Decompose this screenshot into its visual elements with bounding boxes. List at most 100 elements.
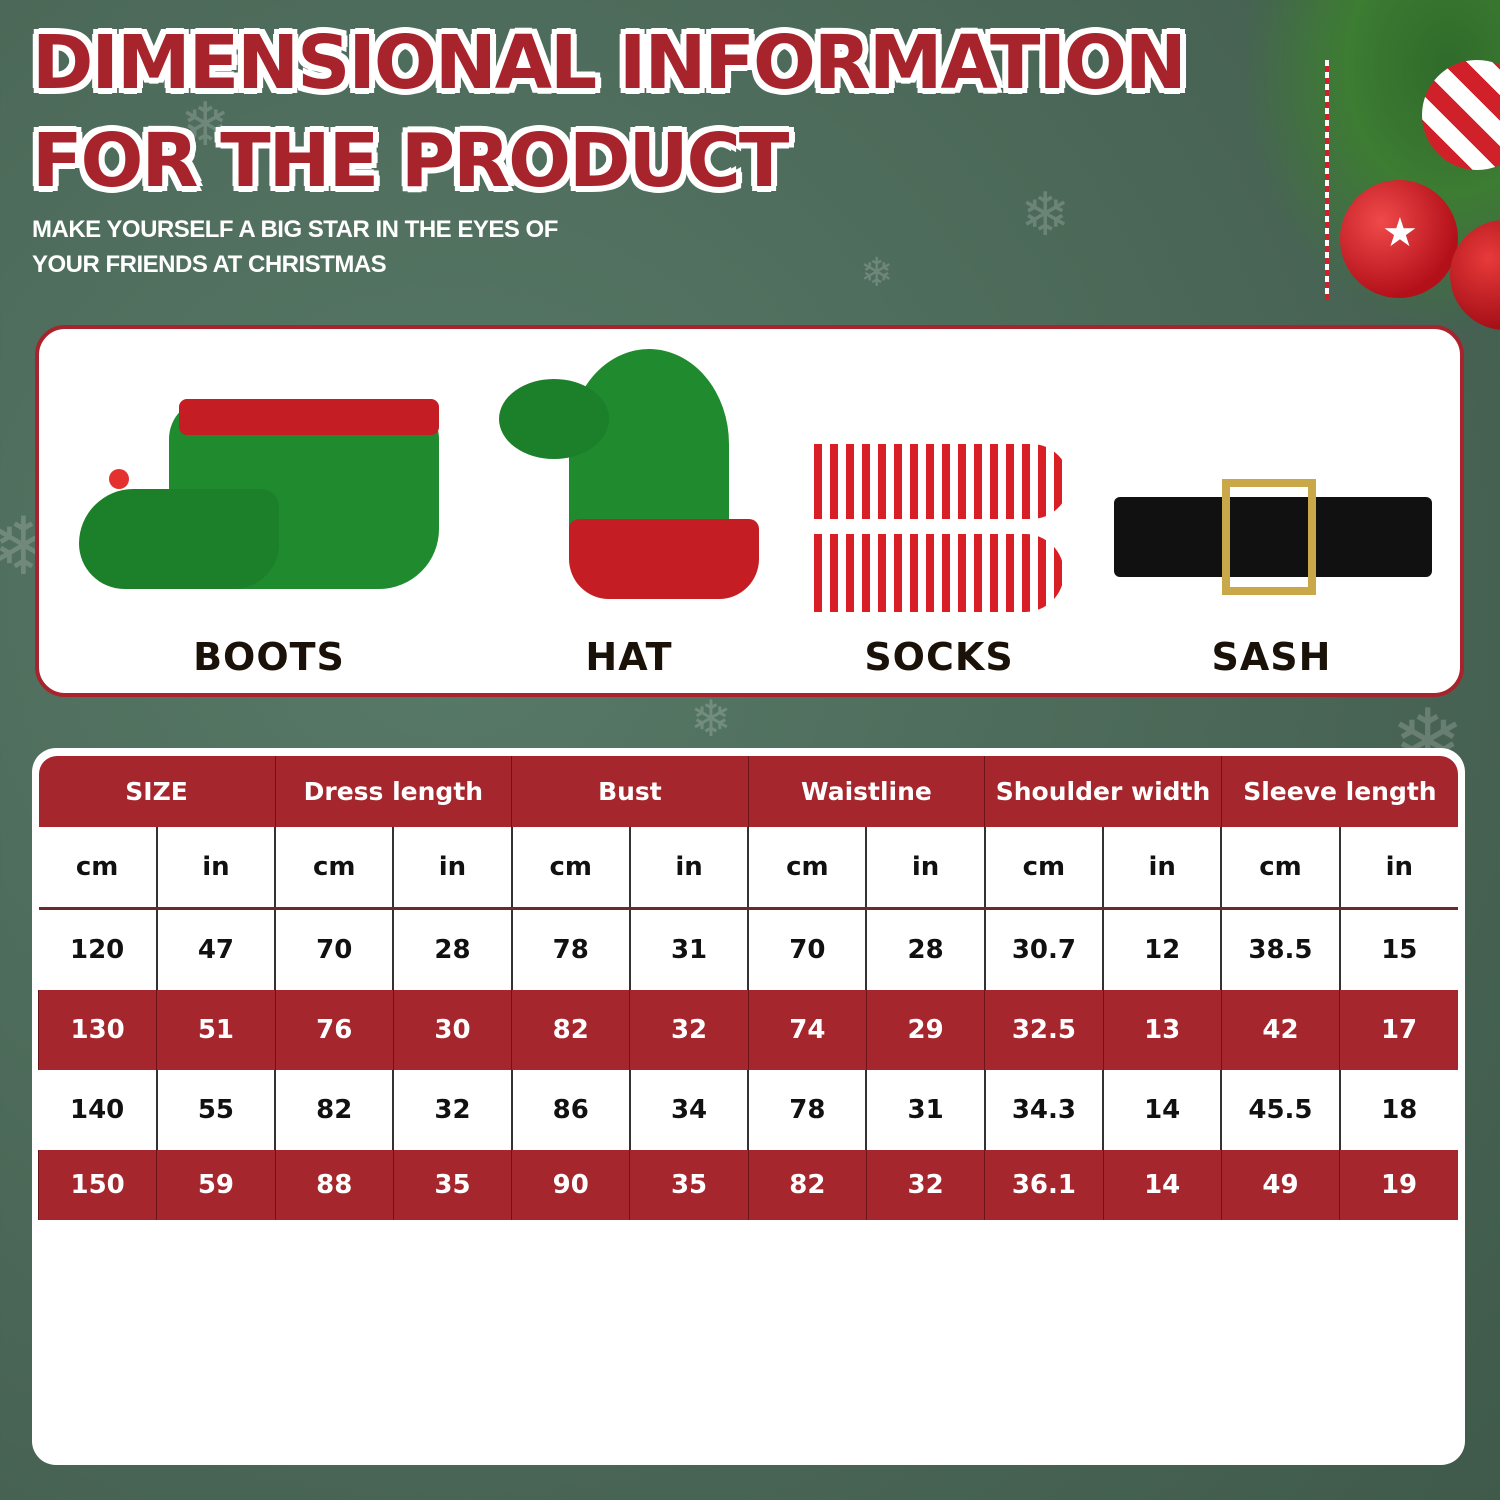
table-cell: 34.3 bbox=[983, 1070, 1104, 1150]
table-cell: 19 bbox=[1339, 1150, 1458, 1220]
unit-cell: in bbox=[628, 827, 749, 910]
table-cell: 78 bbox=[747, 1070, 867, 1150]
table-cell: 34 bbox=[628, 1070, 749, 1150]
star-icon: ★ bbox=[1382, 210, 1418, 256]
table-cell: 36.1 bbox=[984, 1150, 1104, 1220]
table-cell: 49 bbox=[1220, 1150, 1340, 1220]
table-cell: 47 bbox=[155, 908, 276, 990]
table-row: 140 55 82 32 86 34 78 31 34.3 14 45.5 18 bbox=[39, 1070, 1458, 1150]
subtitle: MAKE YOURSELF A BIG STAR IN THE EYES OF … bbox=[32, 212, 558, 282]
snowflake-icon: ❄ bbox=[1020, 180, 1071, 250]
table-cell: 35 bbox=[629, 1150, 749, 1220]
table-cell: 88 bbox=[274, 1150, 394, 1220]
table-cell: 76 bbox=[274, 990, 394, 1070]
subtitle-line2: YOUR FRIENDS AT CHRISTMAS bbox=[32, 251, 387, 278]
product-label: SASH bbox=[1211, 635, 1332, 679]
table-cell: 38.5 bbox=[1220, 908, 1340, 990]
table-cell: 15 bbox=[1338, 908, 1458, 990]
unit-cell: cm bbox=[510, 827, 630, 910]
table-cell: 55 bbox=[155, 1070, 276, 1150]
product-hat: HAT bbox=[479, 329, 779, 693]
size-table: SIZE Dress length Bust Waistline Shoulde… bbox=[37, 756, 1458, 1220]
snowflake-icon: ❄ bbox=[180, 90, 231, 160]
elf-hat-image bbox=[499, 349, 759, 609]
header-bust: Bust bbox=[511, 756, 749, 827]
table-cell: 82 bbox=[747, 1150, 867, 1220]
unit-cell: cm bbox=[38, 827, 157, 910]
subtitle-line1: MAKE YOURSELF A BIG STAR IN THE EYES OF bbox=[32, 216, 558, 243]
header-waistline: Waistline bbox=[747, 756, 985, 827]
table-cell: 140 bbox=[70, 1095, 125, 1125]
table-row: 120 47 70 28 78 31 70 28 30.7 12 38.5 15 bbox=[39, 908, 1458, 990]
product-socks: SOCKS bbox=[779, 329, 1099, 693]
table-cell: 86 bbox=[510, 1070, 630, 1150]
table-cell: 31 bbox=[865, 1070, 985, 1150]
elf-boots-image bbox=[79, 369, 459, 609]
table-cell: 70 bbox=[274, 908, 394, 990]
table-cell: 32 bbox=[392, 1070, 512, 1150]
table-cell: 12 bbox=[1102, 908, 1222, 990]
header-size: SIZE bbox=[38, 756, 276, 827]
table-cell: 78 bbox=[510, 908, 630, 990]
size-chart: SIZE Dress length Bust Waistline Shoulde… bbox=[32, 748, 1465, 1465]
table-cell: 120 bbox=[70, 935, 125, 965]
unit-cell: in bbox=[1102, 827, 1222, 910]
table-row: 130 51 76 30 82 32 74 29 32.5 13 42 17 bbox=[37, 990, 1458, 1070]
header-dress-length: Dress length bbox=[274, 756, 512, 827]
table-cell: 45.5 bbox=[1220, 1070, 1340, 1150]
unit-cell: in bbox=[392, 827, 512, 910]
table-header-row: SIZE Dress length Bust Waistline Shoulde… bbox=[38, 756, 1458, 827]
unit-cell: cm bbox=[1220, 827, 1340, 910]
table-cell: 35 bbox=[392, 1150, 512, 1220]
table-cell: 14 bbox=[1102, 1070, 1222, 1150]
table-cell: 70 bbox=[747, 908, 867, 990]
table-cell: 30.7 bbox=[983, 908, 1104, 990]
ornament-icon bbox=[1422, 60, 1500, 170]
ornament-icon bbox=[1340, 180, 1458, 298]
table-cell: 59 bbox=[156, 1150, 276, 1220]
table-cell: 90 bbox=[511, 1150, 630, 1220]
product-panel: BOOTS HAT SOCKS SASH bbox=[35, 325, 1464, 697]
unit-cell: cm bbox=[983, 827, 1104, 910]
table-cell: 51 bbox=[156, 990, 276, 1070]
snowflake-icon: ❄ bbox=[860, 250, 894, 296]
striped-socks-image bbox=[814, 444, 1069, 614]
table-cell: 150 bbox=[37, 1150, 157, 1220]
product-sash: SASH bbox=[1099, 329, 1444, 693]
table-cell: 42 bbox=[1220, 990, 1340, 1070]
product-label: HAT bbox=[585, 635, 673, 679]
table-cell: 82 bbox=[274, 1070, 394, 1150]
unit-cell: in bbox=[155, 827, 276, 910]
product-label: BOOTS bbox=[193, 635, 345, 679]
unit-cell: cm bbox=[747, 827, 867, 910]
table-cell: 18 bbox=[1338, 1070, 1458, 1150]
table-cell: 30 bbox=[392, 990, 512, 1070]
table-row: 150 59 88 35 90 35 82 32 36.1 14 49 19 bbox=[37, 1150, 1458, 1220]
product-label: SOCKS bbox=[864, 635, 1014, 679]
header-sleeve-length: Sleeve length bbox=[1220, 756, 1458, 827]
table-cell: 17 bbox=[1339, 990, 1458, 1070]
black-belt-image bbox=[1114, 479, 1434, 599]
unit-cell: in bbox=[865, 827, 985, 910]
snowflake-icon: ❄ bbox=[690, 690, 732, 748]
units-row: cm in cm in cm in cm in cm in cm in bbox=[38, 827, 1458, 910]
table-cell: 14 bbox=[1102, 1150, 1222, 1220]
table-cell: 28 bbox=[865, 908, 985, 990]
table-cell: 32 bbox=[629, 990, 749, 1070]
christmas-ornaments-decoration: ★ bbox=[1160, 0, 1500, 330]
table-cell: 82 bbox=[511, 990, 630, 1070]
page-title-line2: FOR THE PRODUCT bbox=[32, 118, 789, 204]
unit-cell: in bbox=[1338, 827, 1458, 910]
product-boots: BOOTS bbox=[59, 329, 479, 693]
unit-cell: cm bbox=[274, 827, 394, 910]
table-cell: 32.5 bbox=[984, 990, 1104, 1070]
table-cell: 31 bbox=[628, 908, 749, 990]
table-cell: 32 bbox=[865, 1150, 985, 1220]
table-cell: 29 bbox=[865, 990, 985, 1070]
page-title: DIMENSIONAL INFORMATION bbox=[32, 20, 1187, 106]
table-cell: 74 bbox=[747, 990, 867, 1070]
table-cell: 13 bbox=[1102, 990, 1222, 1070]
header-shoulder-width: Shoulder width bbox=[984, 756, 1222, 827]
table-cell: 130 bbox=[37, 990, 157, 1070]
table-cell: 28 bbox=[392, 908, 512, 990]
